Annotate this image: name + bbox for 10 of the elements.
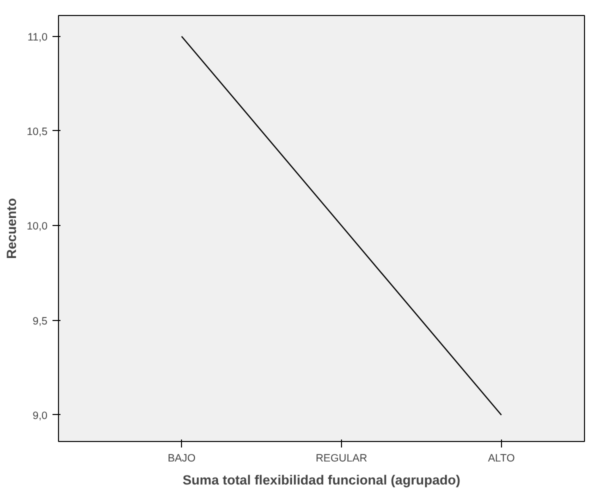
y-tick-label: 10,5 (26, 126, 48, 138)
y-tick-label: 10,0 (26, 220, 48, 233)
y-tick-label: 9,5 (32, 315, 48, 328)
x-tick-label: ALTO (488, 452, 515, 464)
y-tick-label: 11,0 (28, 31, 48, 44)
x-axis-title: Suma total flexibilidad funcional (agrupado) (182, 472, 460, 488)
x-tick-label: REGULAR (316, 452, 368, 464)
x-tick-label: BAJO (168, 452, 196, 464)
y-tick-label: 9,0 (32, 410, 48, 422)
y-axis-title: Recuento (4, 198, 19, 259)
